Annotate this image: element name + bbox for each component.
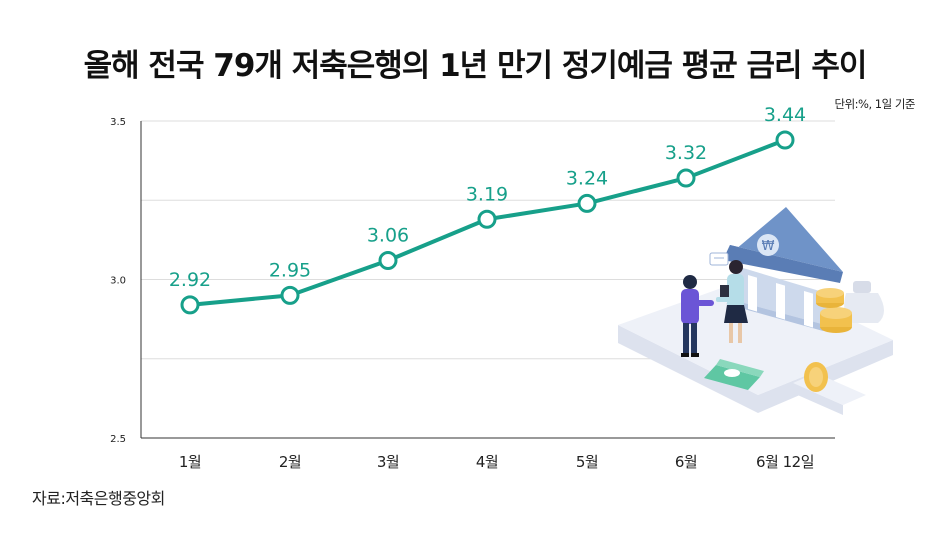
data-point — [477, 209, 497, 229]
data-label: 3.19 — [466, 183, 508, 205]
x-tick-label: 5월 — [576, 453, 598, 471]
data-point — [180, 295, 200, 315]
data-points — [180, 130, 795, 315]
x-tick-label: 1월 — [179, 453, 201, 471]
data-label: 3.06 — [367, 224, 409, 246]
data-label: 2.92 — [169, 269, 211, 291]
data-label: 3.44 — [764, 104, 806, 126]
x-tick-label: 4월 — [476, 453, 498, 471]
coin-icon — [804, 362, 828, 392]
unit-note: 단위:%, 1일 기준 — [834, 97, 916, 111]
chart-title: 올해 전국 79개 저축은행의 1년 만기 정기예금 평균 금리 추이 — [83, 48, 868, 84]
axes: 2.5 3.0 3.5 1월 2월 3월 4월 5월 6월 6월 12일 — [110, 117, 835, 471]
woman-figure-icon — [716, 260, 748, 343]
y-tick-label: 2.5 — [110, 434, 126, 445]
speech-bubble-icon — [709, 252, 729, 266]
data-point — [378, 250, 398, 270]
x-tick-label: 6월 12일 — [756, 453, 814, 471]
source-note: 자료:저축은행중앙회 — [32, 489, 165, 508]
data-point — [775, 130, 795, 150]
data-label: 3.24 — [566, 167, 608, 189]
y-tick-label: 3.0 — [110, 276, 126, 287]
bank-building-icon: ₩ — [723, 207, 843, 331]
data-label: 3.32 — [665, 142, 707, 164]
x-tick-label: 6월 — [675, 453, 697, 471]
x-tick-label: 2월 — [279, 453, 301, 471]
won-sign: ₩ — [762, 239, 775, 254]
data-point — [676, 168, 696, 188]
money-bag-icon — [844, 281, 884, 323]
data-point — [280, 285, 300, 305]
coin-stack-icon — [816, 288, 852, 333]
y-tick-label: 3.5 — [110, 117, 126, 128]
cash-icon — [704, 359, 764, 390]
data-point — [577, 193, 597, 213]
man-figure-icon — [681, 275, 714, 357]
bank-handshake-illustration: ₩ — [618, 207, 893, 415]
data-labels: 2.92 2.95 3.06 3.19 3.24 3.32 3.44 — [169, 104, 806, 291]
x-tick-label: 3월 — [377, 453, 399, 471]
data-label: 2.95 — [269, 259, 311, 281]
